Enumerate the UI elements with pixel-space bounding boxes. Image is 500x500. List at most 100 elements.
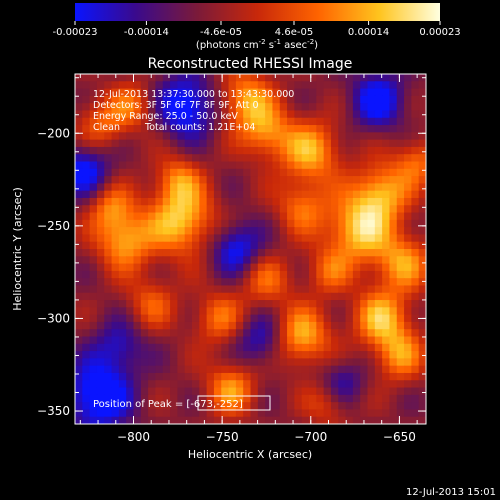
heatmap-cell: [177, 81, 186, 90]
heatmap-cell: [96, 278, 105, 287]
heatmap-cell: [411, 249, 420, 257]
heatmap-cell: [316, 300, 325, 308]
heatmap-cell: [96, 110, 105, 119]
heatmap-cell: [184, 314, 193, 323]
heatmap-cell: [301, 95, 310, 104]
heatmap-cell: [411, 132, 420, 141]
heatmap-cell: [140, 146, 149, 155]
heatmap-cell: [382, 234, 391, 243]
heatmap-cell: [396, 372, 405, 381]
heatmap-cell: [199, 176, 208, 184]
heatmap-cell: [323, 278, 332, 287]
heatmap-cell: [170, 321, 178, 330]
heatmap-cell: [316, 321, 325, 330]
heatmap-cell: [279, 321, 288, 330]
heatmap-cell: [287, 146, 295, 155]
heatmap-cell: [301, 358, 310, 367]
heatmap-cell: [199, 117, 208, 126]
heatmap-cell: [235, 314, 244, 323]
heatmap-cell: [199, 212, 208, 221]
heatmap-cell: [250, 256, 259, 265]
heatmap-cell: [96, 394, 105, 403]
heatmap-cell: [411, 343, 420, 352]
heatmap-cell: [396, 416, 405, 424]
heatmap-cell: [360, 358, 369, 367]
heatmap-cell: [257, 351, 266, 359]
heatmap-cell: [345, 168, 354, 177]
heatmap-cell: [345, 146, 354, 155]
heatmap-cell: [301, 241, 310, 250]
heatmap-cell: [250, 365, 259, 374]
heatmap-cell: [96, 263, 105, 272]
heatmap-cell: [411, 307, 420, 316]
heatmap-cell: [382, 117, 391, 126]
heatmap-cell: [199, 358, 208, 367]
heatmap-cell: [323, 81, 332, 90]
heatmap-cell: [140, 263, 149, 272]
heatmap-cell: [133, 394, 142, 403]
heatmap-cell: [257, 110, 266, 119]
heatmap-cell: [111, 358, 120, 367]
heatmap-cell: [257, 88, 266, 97]
heatmap-cell: [389, 300, 398, 308]
heatmap-cell: [82, 81, 91, 90]
heatmap-cell: [360, 139, 369, 148]
heatmap-cell: [177, 139, 186, 148]
heatmap-cell: [294, 300, 303, 308]
heatmap-cell: [360, 197, 369, 206]
heatmap-cell: [177, 74, 186, 82]
heatmap-cell: [133, 358, 142, 367]
heatmap-cell: [345, 402, 354, 411]
heatmap-cell: [104, 416, 113, 424]
heatmap-cell: [374, 74, 383, 82]
heatmap-cell: [330, 358, 339, 367]
heatmap-cell: [316, 256, 325, 265]
heatmap-cell: [221, 103, 230, 112]
heatmap-cell: [170, 88, 178, 97]
heatmap-cell: [75, 394, 83, 403]
heatmap-cell: [389, 321, 398, 330]
heatmap-cell: [265, 358, 274, 367]
heatmap-cell: [279, 365, 288, 374]
heatmap-cell: [213, 409, 222, 418]
heatmap-cell: [301, 183, 310, 192]
heatmap-cell: [272, 336, 281, 345]
heatmap-cell: [213, 278, 222, 287]
heatmap-cell: [250, 74, 259, 82]
heatmap-cell: [133, 256, 142, 265]
heatmap-cell: [82, 278, 91, 287]
heatmap-cell: [360, 110, 369, 119]
heatmap-cell: [396, 343, 405, 352]
heatmap-cell: [360, 329, 369, 338]
heatmap-cell: [265, 110, 274, 119]
heatmap-cell: [374, 241, 383, 250]
heatmap-cell: [323, 161, 332, 170]
heatmap-cell: [177, 95, 186, 104]
heatmap-cell: [228, 205, 237, 214]
heatmap-cell: [199, 197, 208, 206]
heatmap-cell: [75, 81, 83, 90]
heatmap-cell: [250, 372, 259, 381]
heatmap-cell: [133, 365, 142, 374]
heatmap-cell: [126, 270, 135, 279]
heatmap-cell: [184, 249, 193, 257]
heatmap-cell: [360, 95, 369, 104]
heatmap-cell: [243, 88, 252, 97]
heatmap-cell: [367, 110, 376, 119]
heatmap-cell: [287, 270, 295, 279]
heatmap-cell: [75, 343, 83, 352]
heatmap-cell: [360, 278, 369, 287]
heatmap-cell: [345, 183, 354, 192]
heatmap-cell: [118, 103, 127, 112]
heatmap-cell: [411, 146, 420, 155]
heatmap-cell: [111, 110, 120, 119]
heatmap-cell: [294, 241, 303, 250]
heatmap-cell: [279, 212, 288, 221]
heatmap-cell: [213, 139, 222, 148]
heatmap-cell: [294, 314, 303, 323]
heatmap-cell: [250, 197, 259, 206]
heatmap-cell: [177, 336, 186, 345]
heatmap-cell: [301, 343, 310, 352]
heatmap-cell: [184, 409, 193, 418]
heatmap-cell: [411, 300, 420, 308]
